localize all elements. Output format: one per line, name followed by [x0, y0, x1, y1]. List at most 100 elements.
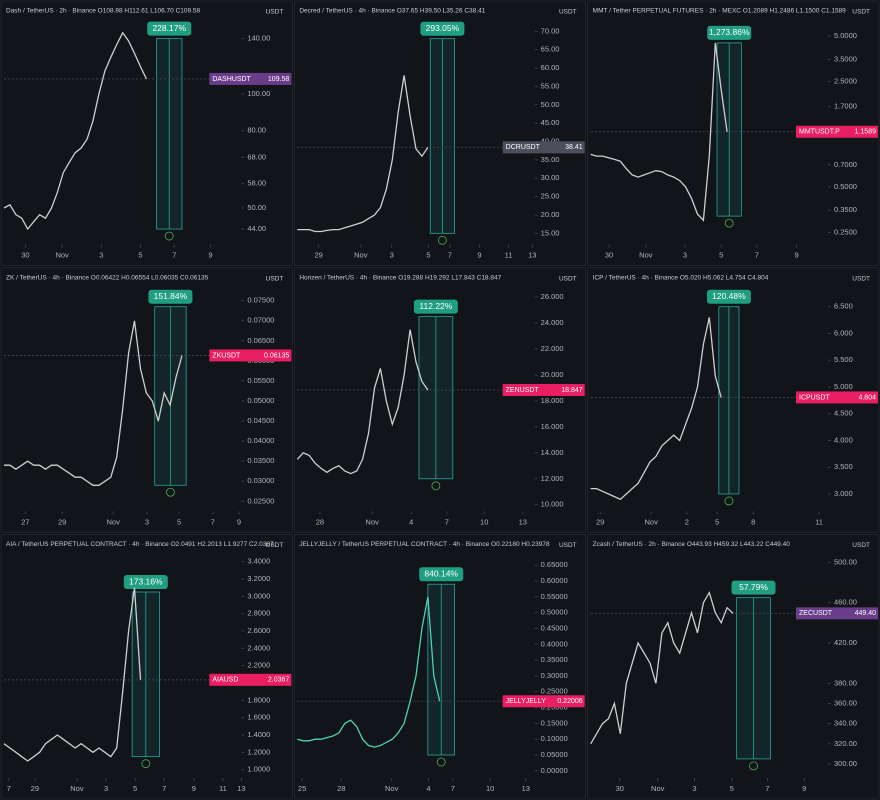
y-tick-label: 1.7000 — [834, 102, 857, 111]
price-value: 18.847 — [561, 387, 583, 394]
x-tick-label: 5 — [730, 784, 734, 793]
price-value: 0.22006 — [557, 698, 582, 705]
price-value: 1.1589 — [855, 129, 877, 136]
y-tick-label: 1.4000 — [247, 730, 270, 739]
y-tick-label: 50.00 — [247, 203, 266, 212]
price-symbol: ZENUSDT — [506, 387, 540, 394]
price-line-series — [590, 42, 728, 222]
price-tag — [209, 673, 292, 686]
y-tick-label: 5.0000 — [834, 31, 857, 40]
x-tick-label: 5 — [715, 517, 719, 526]
y-tick-label: 3.000 — [834, 489, 853, 498]
x-tick-label: 7 — [755, 251, 759, 260]
y-tick-label: 0.30000 — [541, 671, 568, 680]
unit-label: USDT — [266, 275, 284, 282]
price-symbol: AIAUSD — [212, 677, 238, 684]
x-tick-label: 11 — [219, 784, 227, 793]
price-value: 4.804 — [858, 394, 876, 401]
y-tick-label: 55.00 — [541, 81, 560, 90]
price-line-series — [3, 31, 147, 231]
price-line-series — [296, 329, 429, 475]
x-tick-label: 9 — [208, 251, 212, 260]
panel-background — [0, 0, 293, 267]
measure-pill — [731, 580, 776, 595]
y-tick-label: 100.00 — [247, 89, 270, 98]
x-tick-label: 10 — [486, 784, 494, 793]
y-tick-label: 50.00 — [541, 100, 560, 109]
y-tick-label: 3.0000 — [247, 591, 270, 600]
y-tick-label: 0.60000 — [541, 576, 568, 585]
unit-label: USDT — [852, 275, 870, 282]
panel: MMT / Tether PERPETUAL FUTURES · 2h · ME… — [587, 0, 880, 267]
y-tick-label: 22.000 — [541, 344, 564, 353]
panel: Horizen / TetherUS · 4h · Binance O19.28… — [293, 267, 587, 533]
x-tick-label: Nov — [354, 251, 368, 260]
y-tick-label: 0.3500 — [834, 205, 857, 214]
y-tick-label: 1.6000 — [247, 713, 270, 722]
measure-label: 1,273.86% — [709, 27, 750, 37]
x-tick-label: 7 — [211, 517, 215, 526]
y-tick-label: 25.00 — [541, 192, 560, 201]
y-tick-label: 18.000 — [541, 396, 564, 405]
panel-title: MMT / Tether PERPETUAL FUTURES · 2h · ME… — [593, 8, 847, 15]
y-tick-label: 0.65000 — [541, 560, 568, 569]
panel: ICP / TetherUS · 4h · Binance O5.020 H5.… — [587, 267, 880, 533]
unit-label: USDT — [266, 542, 284, 549]
y-tick-label: 3.2000 — [247, 574, 270, 583]
y-tick-label: 45.00 — [541, 118, 560, 127]
y-tick-label: 0.15000 — [541, 718, 568, 727]
measure-pill — [413, 299, 458, 314]
x-tick-label: 9 — [237, 517, 241, 526]
y-tick-label: 15.00 — [541, 228, 560, 237]
x-tick-label: 9 — [794, 251, 798, 260]
price-value: 449.40 — [855, 610, 877, 617]
price-symbol: DCRUSDT — [506, 144, 541, 151]
y-tick-label: 26.000 — [541, 292, 564, 301]
x-tick-label: 9 — [802, 784, 806, 793]
unit-label: USDT — [266, 9, 284, 16]
panel-title: ZK / TetherUS · 4h · Binance O0.06422 H0… — [6, 274, 209, 281]
panel-title: AIA / TetherUS PERPETUAL CONTRACT · 4h ·… — [6, 541, 274, 548]
y-tick-label: 1.0000 — [247, 765, 270, 774]
x-tick-label: 28 — [316, 517, 324, 526]
y-tick-label: 0.10000 — [541, 734, 568, 743]
price-symbol: ICPUSDT — [799, 394, 830, 401]
y-tick-label: 0.03500 — [247, 456, 274, 465]
measure-icon — [724, 218, 734, 228]
x-tick-label: 11 — [815, 517, 823, 526]
unit-label: USDT — [559, 9, 577, 16]
y-tick-label: 58.00 — [247, 179, 266, 188]
measure-pill — [420, 21, 465, 36]
x-tick-label: 3 — [104, 784, 108, 793]
panel: AIA / TetherUS PERPETUAL CONTRACT · 4h ·… — [0, 533, 293, 800]
y-tick-label: 24.000 — [541, 318, 564, 327]
y-tick-label: 0.50000 — [541, 608, 568, 617]
y-tick-label: 0.7000 — [834, 160, 857, 169]
y-tick-label: 140.00 — [247, 34, 270, 43]
x-tick-label: 3 — [145, 517, 149, 526]
x-tick-label: 13 — [237, 784, 245, 793]
x-tick-label: 7 — [448, 251, 452, 260]
x-tick-label: 9 — [192, 784, 196, 793]
x-tick-label: 8 — [751, 517, 755, 526]
y-tick-label: 380.00 — [834, 678, 857, 687]
unit-label: USDT — [559, 275, 577, 282]
x-tick-label: 30 — [616, 784, 624, 793]
panel: Zcash / TetherUS · 2h · Binance O443.93 … — [587, 533, 880, 800]
y-tick-label: 44.00 — [247, 224, 266, 233]
y-tick-label: 10.000 — [541, 500, 564, 509]
x-tick-label: 5 — [138, 251, 142, 260]
price-tag — [796, 391, 878, 404]
x-tick-label: 29 — [596, 517, 604, 526]
y-tick-label: 0.25000 — [541, 687, 568, 696]
y-tick-label: 60.00 — [541, 63, 560, 72]
y-tick-label: 2.2000 — [247, 661, 270, 670]
x-tick-label: Nov — [385, 784, 399, 793]
y-tick-label: 2.5000 — [834, 76, 857, 85]
y-tick-label: 70.00 — [541, 26, 560, 35]
measure-pill — [706, 289, 751, 304]
y-tick-label: 420.00 — [834, 638, 857, 647]
y-tick-label: 40.00 — [541, 136, 560, 145]
x-tick-label: 5 — [133, 784, 137, 793]
y-tick-label: 4.500 — [834, 409, 853, 418]
